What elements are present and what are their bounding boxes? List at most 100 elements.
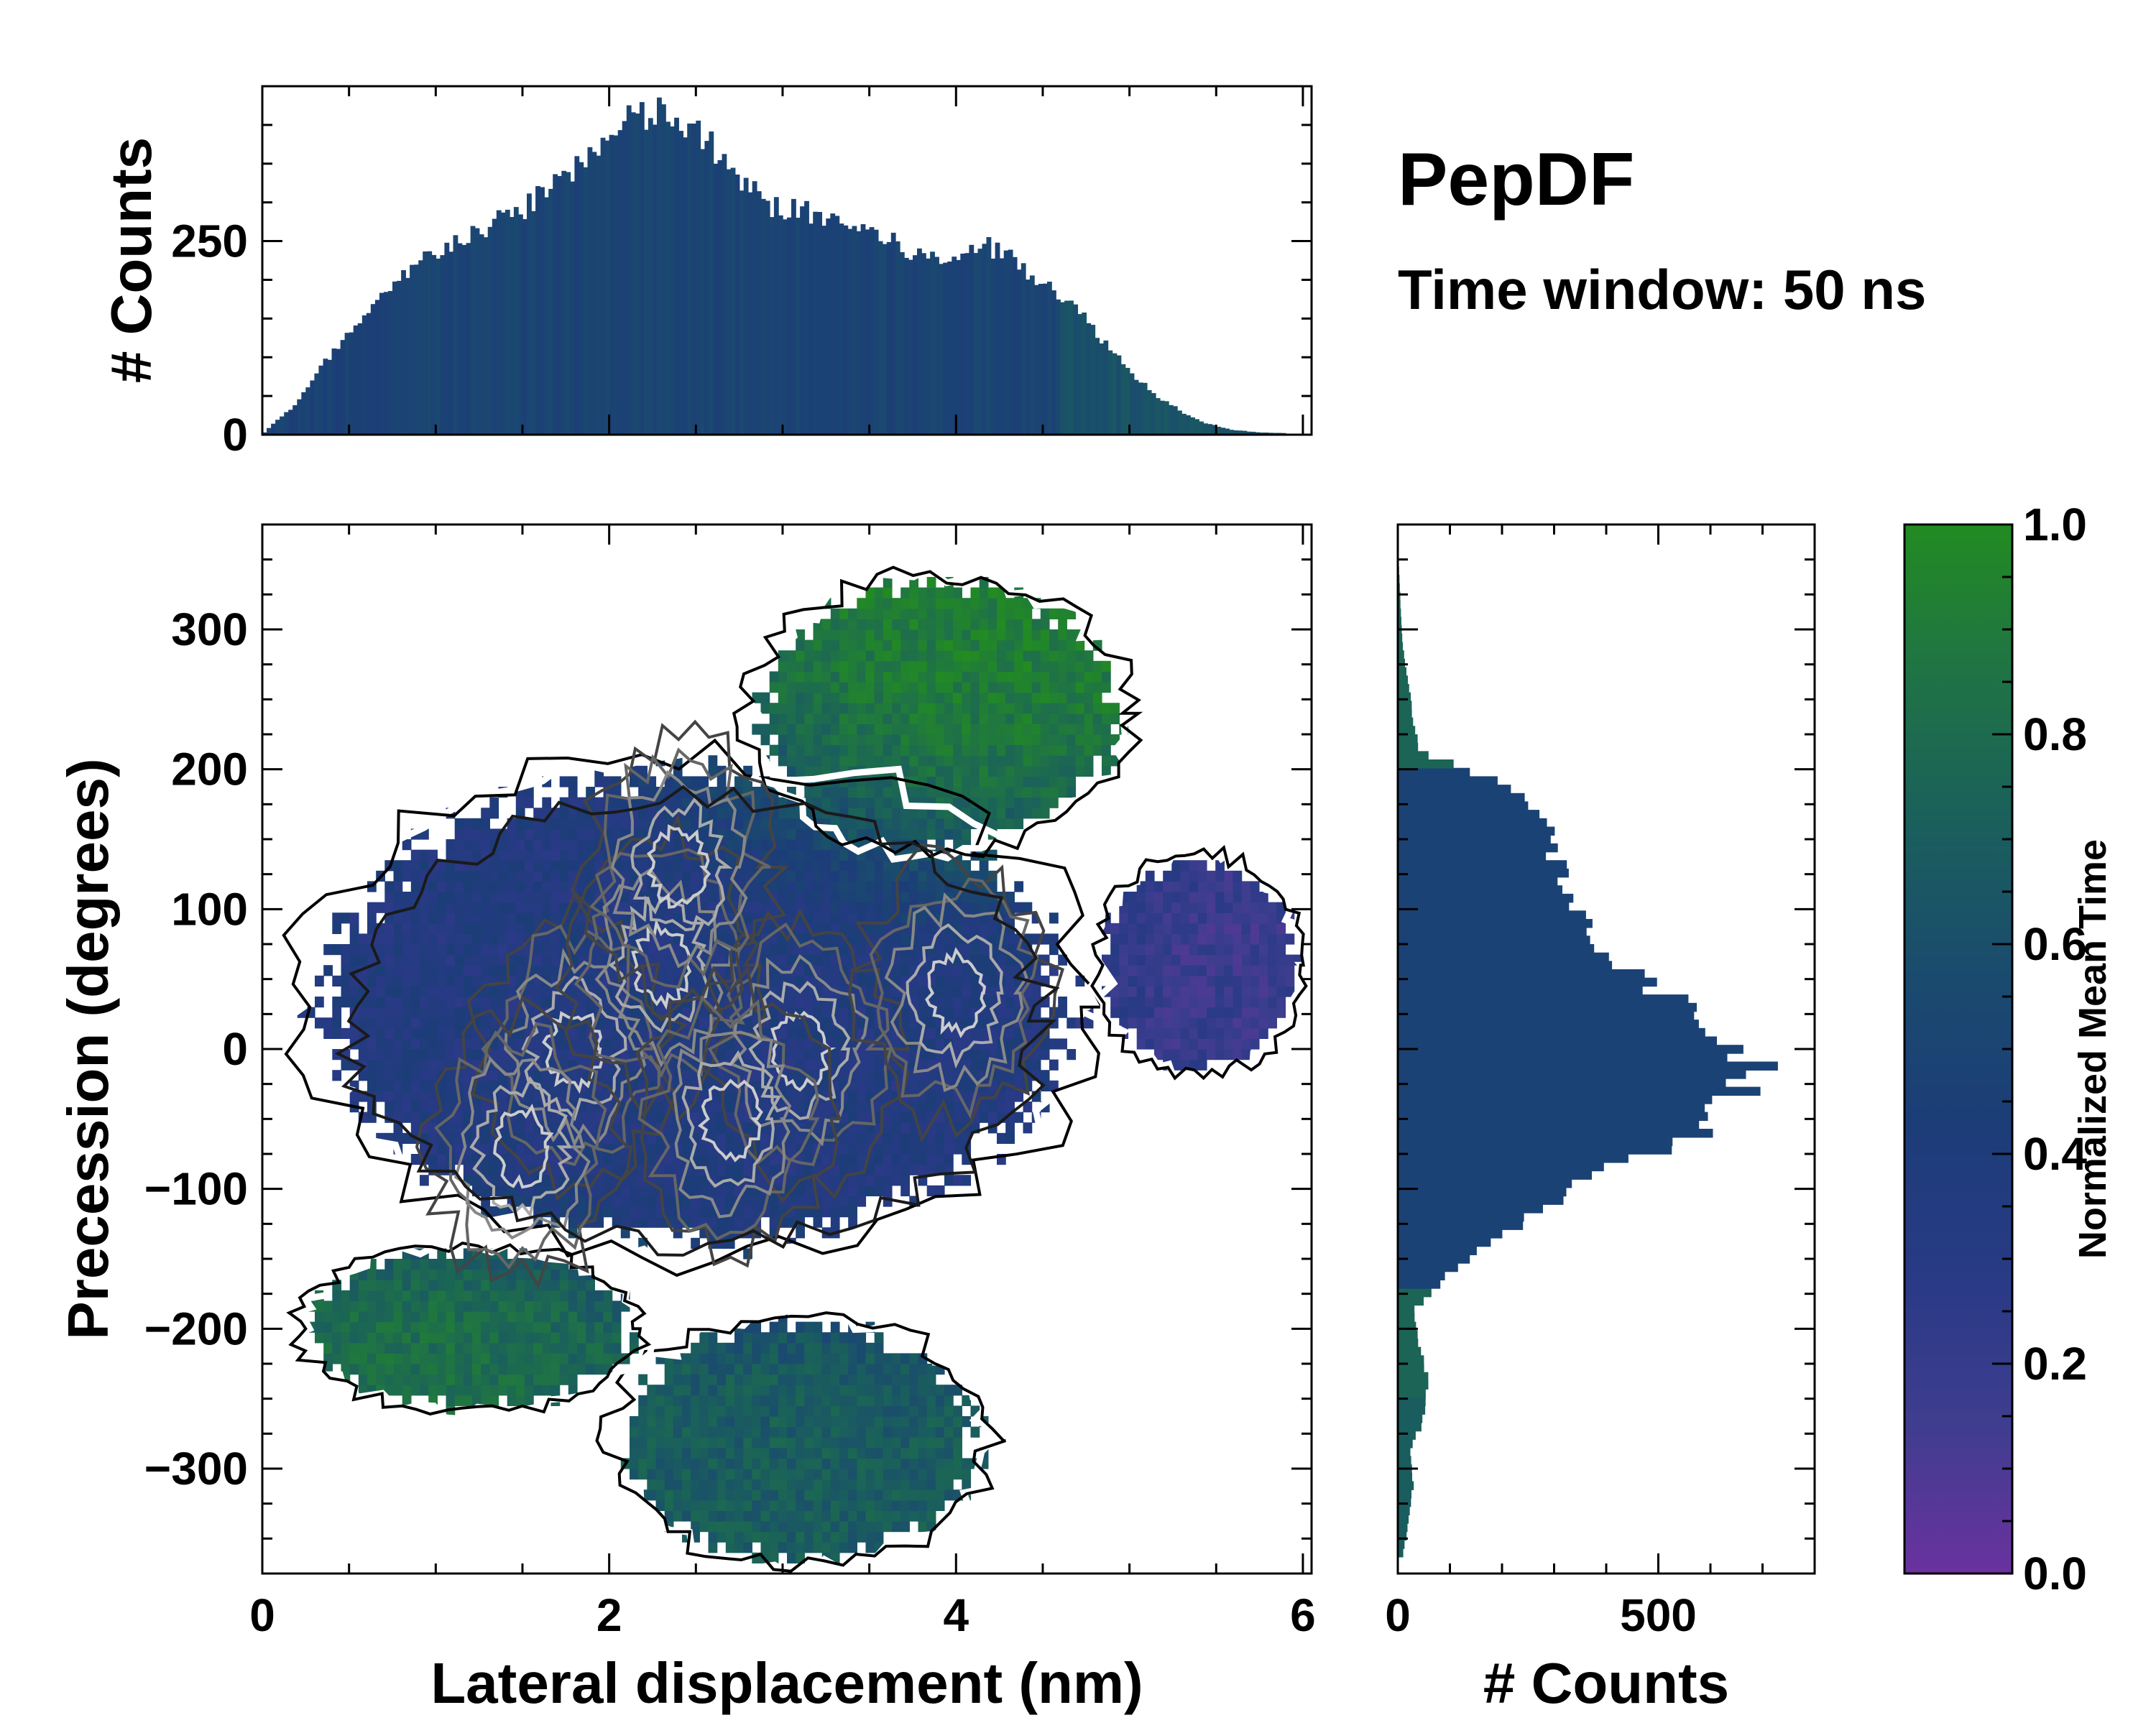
heatmap-cell [866,703,875,713]
heatmap-cell [822,787,831,798]
top-histogram-bar [648,118,653,435]
heatmap-cell [411,933,420,944]
heatmap-cell [857,1353,866,1364]
heatmap-cell [944,1154,954,1165]
heatmap-cell [839,693,849,703]
heatmap-cell [384,892,394,902]
heatmap-cell [376,1091,385,1101]
top-histogram-bar [913,255,918,435]
heatmap-cell [839,1416,849,1427]
heatmap-cell [315,1300,324,1311]
heatmap-cell [568,1280,578,1290]
heatmap-cell [577,1206,586,1217]
heatmap-cell [770,860,779,871]
heatmap-cell [709,755,718,766]
heatmap-cell [839,1143,849,1154]
heatmap-cell [455,955,464,966]
heatmap-cell [647,1154,656,1165]
heatmap-cell [944,912,954,923]
heatmap-cell [376,986,385,997]
heatmap-cell [481,965,490,976]
heatmap-cell [612,1332,622,1343]
top-histogram-bar [1026,279,1031,435]
top-histogram-bar [774,197,779,435]
heatmap-cell [875,881,884,892]
heatmap-cell [909,892,918,902]
heatmap-cell [936,650,945,661]
heatmap-cell [900,1489,910,1500]
heatmap-cell [900,671,910,682]
heatmap-cell [464,1353,473,1364]
heatmap-cell [455,881,464,892]
heatmap-cell [761,1343,770,1354]
heatmap-cell [752,1070,761,1081]
heatmap-cell [796,892,805,902]
heatmap-cell [752,1479,761,1490]
heatmap-cell [883,661,893,672]
heatmap-cell [577,1353,586,1364]
heatmap-cell [831,902,840,913]
heatmap-cell [787,1469,796,1479]
heatmap-cell [839,798,849,808]
heatmap-cell [875,871,884,882]
top-histogram-bar [765,200,770,435]
heatmap-cell [472,1259,482,1270]
heatmap-cell [586,1311,595,1322]
heatmap-cell [604,1300,613,1311]
heatmap-cell [1014,1091,1023,1101]
heatmap-cell [752,1437,761,1448]
heatmap-cell [734,1353,744,1364]
heatmap-cell [909,1405,918,1416]
heatmap-cell [525,839,534,850]
top-histogram-bar [861,224,866,435]
heatmap-cell [927,703,936,713]
heatmap-cell [900,724,910,734]
heatmap-cell [691,1416,700,1427]
top-histogram-bar [275,420,280,435]
heatmap-cell [883,713,893,724]
heatmap-cell [709,1332,718,1343]
top-histogram-bar [740,190,745,435]
heatmap-cell [944,1007,954,1018]
heatmap-cell [857,713,866,724]
heatmap-cell [944,1479,954,1490]
heatmap-cell [499,1311,508,1322]
heatmap-cell [883,1385,893,1395]
heatmap-cell [900,1154,910,1165]
heatmap-cell [936,1448,945,1459]
heatmap-cell [988,713,998,724]
heatmap-cell [691,1458,700,1469]
heatmap-cell [944,629,954,640]
heatmap-cell [384,1322,394,1333]
heatmap-cell [883,1448,893,1459]
heatmap-cell [394,1364,403,1374]
heatmap-cell [883,1175,893,1186]
heatmap-cell [656,1416,665,1427]
heatmap-cell [489,997,499,1007]
heatmap-cell [1014,640,1023,651]
heatmap-cell [918,1007,928,1018]
heatmap-cell [997,1070,1006,1081]
heatmap-cell [866,1416,875,1427]
heatmap-cell [796,1437,805,1448]
heatmap-cell [384,1049,394,1060]
heatmap-cell [621,1206,630,1217]
heatmap-cell [1005,986,1015,997]
top-histogram-bar [678,131,683,435]
top-histogram-bar [492,219,497,435]
heatmap-cell [962,1469,971,1479]
heatmap-cell [866,1081,875,1091]
heatmap-cell [367,976,377,987]
heatmap-cell [848,1133,857,1144]
heatmap-cell [516,1332,525,1343]
top-histogram-bar [640,102,645,435]
top-histogram-bar [661,104,666,435]
heatmap-cell [709,1165,718,1175]
heatmap-cell [525,1311,534,1322]
top-histogram-bar [691,124,696,435]
heatmap-cell [717,1196,727,1206]
heatmap-cell [1014,682,1023,693]
heatmap-cell [420,1259,429,1270]
heatmap-cell [525,1343,534,1354]
heatmap-cell [665,871,674,882]
